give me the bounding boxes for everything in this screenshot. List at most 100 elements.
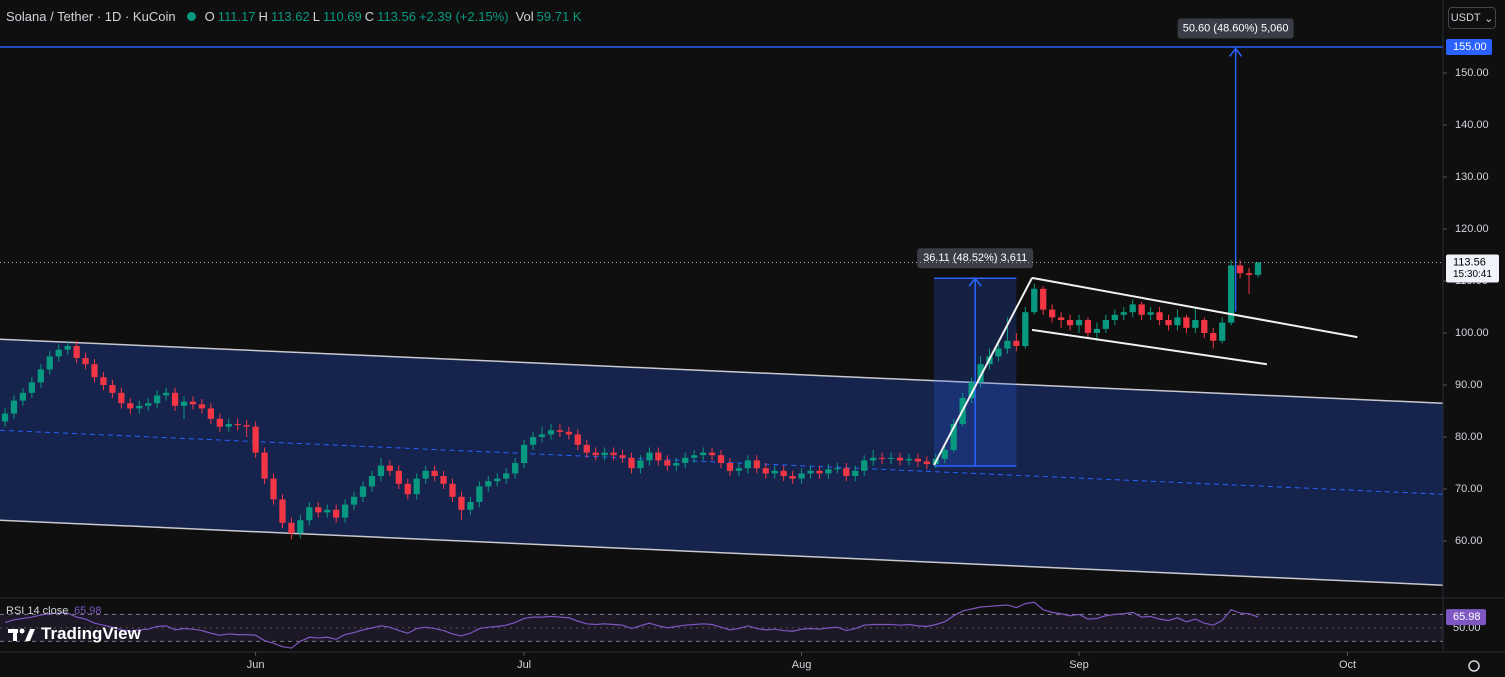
y-tick-label: 90.00 — [1455, 379, 1483, 391]
candle-body — [458, 496, 465, 510]
candle-body — [145, 403, 152, 406]
measure-label-bg — [1177, 18, 1294, 39]
x-tick-label: Sep — [1069, 659, 1089, 671]
candle-body — [512, 463, 519, 474]
candle-body — [198, 404, 206, 409]
candle-body — [1004, 340, 1011, 349]
candle-body — [386, 465, 393, 471]
candle-body — [180, 401, 188, 406]
settings-icon[interactable] — [1468, 660, 1480, 672]
candle-body — [861, 460, 868, 471]
candle-body — [628, 457, 635, 469]
level-badge-label: 155.00 — [1453, 41, 1487, 53]
candle-body — [950, 424, 957, 451]
last-price-label: 113.56 — [1453, 256, 1486, 268]
countdown: 15:30:41 — [1453, 269, 1492, 280]
candle-body — [905, 458, 913, 461]
candle-body — [207, 408, 214, 419]
x-tick-label: Jun — [247, 659, 265, 671]
candle-body — [37, 369, 44, 383]
candle-body — [216, 418, 223, 427]
candle-body — [1057, 317, 1065, 321]
y-tick-label: 120.00 — [1455, 223, 1489, 235]
candle-body — [1192, 320, 1199, 328]
candle-body — [547, 430, 555, 435]
candle-body — [64, 346, 71, 350]
candle-body — [601, 452, 608, 456]
candle-body — [655, 452, 662, 461]
trendline — [933, 277, 1033, 466]
candle-body — [10, 400, 18, 414]
candle-body — [395, 470, 402, 484]
candle-body — [744, 460, 751, 469]
candle-body — [46, 356, 53, 370]
candle-body — [476, 486, 483, 503]
logo-icon — [8, 628, 35, 641]
volume-label: Vol — [515, 9, 534, 24]
y-tick-label: 150.00 — [1455, 67, 1489, 79]
candle-body — [673, 463, 680, 466]
candle-body — [162, 392, 170, 396]
candle-body — [449, 483, 456, 497]
candle-body — [19, 392, 27, 401]
candle-body — [118, 392, 125, 404]
candle-body — [646, 452, 653, 461]
candle-body — [1075, 320, 1083, 326]
candle-body — [771, 470, 778, 474]
candle-body — [708, 452, 716, 456]
candle-body — [341, 504, 349, 518]
candle-body — [225, 424, 232, 427]
volume-value: 59.71 K — [536, 9, 582, 24]
y-tick-label: 130.00 — [1455, 171, 1489, 183]
measure-arrowhead — [968, 277, 982, 287]
y-tick-label: 80.00 — [1455, 431, 1483, 443]
candle-body — [171, 392, 179, 406]
y-tick-label: 140.00 — [1455, 119, 1489, 131]
rsi-badge — [1446, 609, 1486, 626]
candle-body — [28, 382, 35, 393]
chevron: ⌄ — [1484, 12, 1494, 25]
candle-body — [1049, 309, 1056, 318]
candle-body — [189, 401, 197, 405]
candle-body — [717, 455, 725, 464]
candle-body — [1183, 317, 1190, 328]
x-tick-label: Aug — [792, 659, 812, 671]
open-label: O — [204, 9, 215, 24]
candle-body — [467, 502, 474, 510]
symbol[interactable]: Solana / Tether · 1D · KuCoin — [6, 9, 176, 24]
candle-body — [413, 478, 420, 495]
candle-body — [324, 509, 331, 513]
candle-body — [753, 460, 760, 469]
currency: USDT — [1450, 12, 1481, 24]
candle-body — [1245, 273, 1253, 275]
x-tick-label: Oct — [1339, 659, 1356, 671]
candle-body — [377, 465, 385, 477]
candle-body — [1, 413, 9, 422]
candle-body — [261, 452, 268, 479]
candle-body — [279, 499, 286, 523]
candle-body — [977, 364, 984, 383]
candle-body — [762, 468, 769, 474]
logo: TradingView — [8, 624, 141, 644]
price-axis — [1443, 0, 1505, 650]
candle-body — [1254, 262, 1262, 275]
candle-body — [1120, 312, 1127, 315]
candle-body — [538, 434, 546, 438]
candle-body — [887, 457, 895, 459]
candle-body — [556, 430, 564, 432]
candle-body — [914, 458, 922, 462]
candle-body — [637, 460, 644, 469]
rsi-value: 65.98 — [74, 605, 102, 617]
currency-button[interactable]: USDT ⌄ — [1448, 7, 1496, 29]
candle-body — [1066, 320, 1074, 326]
candle-body — [297, 520, 304, 534]
candle-body — [109, 385, 116, 393]
candle-body — [852, 470, 859, 477]
candle-body — [968, 382, 975, 399]
candle-body — [350, 496, 358, 505]
trendline — [1031, 328, 1268, 366]
candle-body — [82, 357, 89, 365]
candle-body — [619, 455, 626, 458]
